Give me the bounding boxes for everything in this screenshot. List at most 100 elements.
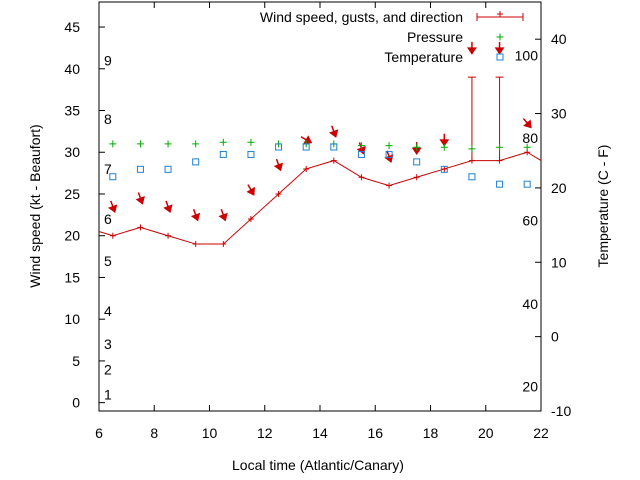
left-y-tick-label: 40: [64, 61, 80, 77]
right-y-tick-label: 0: [551, 329, 559, 345]
right-y-axis-title: Temperature (C - F): [595, 145, 611, 268]
pressure-point: [440, 143, 448, 151]
x-tick-label: 20: [478, 425, 494, 441]
wind-direction-arrow-head: [523, 119, 532, 129]
wind-speed-point: [275, 190, 282, 197]
temperature-point: [109, 173, 117, 181]
x-tick-label: 16: [367, 425, 383, 441]
wind-direction-arrow-head: [218, 212, 228, 222]
left-y-tick-label: 45: [64, 19, 80, 35]
left-y-axis-title: Wind speed (kt - Beaufort): [27, 124, 43, 287]
x-axis-title: Local time (Atlantic/Canary): [232, 457, 404, 473]
wind-speed-point: [192, 241, 199, 248]
legend-label-wind: Wind speed, gusts, and direction: [260, 9, 463, 25]
pressure-point: [385, 142, 393, 150]
pressure-point: [496, 143, 504, 151]
pressure-point: [164, 140, 172, 148]
temperature-point: [385, 150, 393, 158]
temperature-point: [330, 143, 338, 151]
wind-speed-point: [330, 157, 337, 164]
pressure-point: [136, 140, 144, 148]
legend-label-temperature: Temperature: [384, 49, 463, 65]
wind-speed-point: [303, 165, 310, 172]
wind-direction-arrow-head: [273, 162, 284, 172]
left-y-tick-label: 25: [64, 186, 80, 202]
x-tick-label: 18: [423, 425, 439, 441]
left-y-tick-label: 20: [64, 228, 80, 244]
right-y-tick-label: 10: [551, 254, 567, 270]
beaufort-label: 2: [104, 361, 112, 377]
beaufort-label: 5: [104, 253, 112, 269]
pressure-point: [247, 138, 255, 146]
wind-speed-point: [109, 232, 116, 239]
left-y-tick-label: 15: [64, 269, 80, 285]
fahrenheit-label: 20: [522, 378, 538, 394]
temperature-point: [164, 165, 172, 173]
wind-direction-arrow-head: [108, 204, 118, 213]
beaufort-label: 1: [104, 386, 112, 402]
wind-speed-point: [358, 174, 365, 181]
temperature-point: [136, 165, 144, 173]
legend-key-wind-point: [497, 11, 503, 17]
left-y-tick-label: 35: [64, 103, 80, 119]
legend: Wind speed, gusts, and direction Pressur…: [260, 9, 524, 65]
pressure-point: [523, 143, 531, 151]
right-y-axis: -10 0 10 20 30 40: [535, 31, 571, 419]
wind-speed-point: [220, 241, 227, 248]
x-tick-label: 6: [95, 425, 103, 441]
beaufort-label: 4: [104, 303, 112, 319]
beaufort-label: 3: [104, 336, 112, 352]
left-y-axis: 0 5 10 15 20 25 30 35 40 45: [64, 19, 105, 411]
temperature-point: [192, 158, 200, 166]
legend-label-pressure: Pressure: [407, 29, 463, 45]
beaufort-label: 9: [104, 52, 112, 68]
wind-direction-arrow-head: [163, 204, 173, 213]
beaufort-label: 7: [104, 161, 112, 177]
fahrenheit-label: 80: [522, 130, 538, 146]
beaufort-label: 6: [104, 211, 112, 227]
plot-frame: [98, 1, 542, 412]
pressure-point: [192, 140, 200, 148]
wind-direction-arrow-head: [190, 212, 201, 222]
x-tick-label: 12: [257, 425, 273, 441]
wind-direction-arrow-head: [467, 47, 477, 55]
temperature-point: [496, 180, 504, 188]
left-y-tick-label: 5: [72, 353, 80, 369]
left-y-tick-label: 30: [64, 144, 80, 160]
x-tick-label: 22: [533, 425, 549, 441]
x-tick-label: 10: [202, 425, 218, 441]
right-y-tick-label: 20: [551, 180, 567, 196]
wind-speed-point: [247, 216, 254, 223]
wind-direction-arrow-head: [439, 139, 450, 147]
temperature-point: [219, 150, 227, 158]
wind-direction-arrow-head: [135, 195, 145, 205]
beaufort-label: 8: [104, 111, 112, 127]
pressure-point: [468, 145, 476, 153]
fahrenheit-labels: 20 40 60 80 100: [515, 48, 539, 395]
x-axis: 6 8 10 12 14 16 18 20 22: [95, 2, 549, 441]
pressure-point: [109, 140, 117, 148]
wind-speed-point: [386, 182, 393, 189]
fahrenheit-label: 40: [522, 296, 538, 312]
wind-speed-point: [165, 232, 172, 239]
wind-speed-point: [413, 174, 420, 181]
pressure-point: [413, 143, 421, 151]
wind-direction-arrow-head: [329, 129, 339, 138]
wind-speed-point: [441, 165, 448, 172]
temperature-point: [275, 143, 283, 151]
fahrenheit-label: 60: [522, 213, 538, 229]
wind-direction-arrow-head: [494, 47, 505, 55]
left-y-tick-label: 0: [72, 395, 80, 411]
temperature-point: [523, 180, 531, 188]
legend-key-temperature: [496, 53, 504, 61]
temperature-point: [413, 158, 421, 166]
series-layer: [98, 41, 542, 248]
legend-key-pressure: [496, 33, 504, 41]
temperature-point: [247, 150, 255, 158]
x-tick-label: 8: [150, 425, 158, 441]
wind-speed-point: [137, 224, 144, 231]
pressure-point: [357, 142, 365, 150]
temperature-point: [468, 173, 476, 181]
right-y-tick-label: -10: [551, 403, 571, 419]
